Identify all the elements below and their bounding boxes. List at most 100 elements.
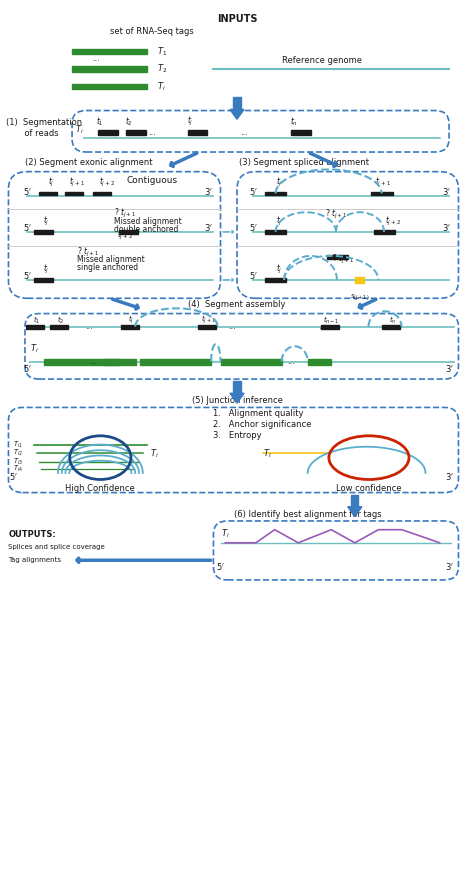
Polygon shape — [234, 381, 240, 393]
Text: $3'$: $3'$ — [204, 186, 213, 197]
Bar — [72, 49, 147, 54]
Bar — [371, 192, 392, 195]
Text: single anchored: single anchored — [77, 263, 138, 272]
Text: $t_j$: $t_j$ — [276, 263, 283, 276]
Text: ...: ... — [228, 322, 236, 331]
Text: ...: ... — [240, 128, 248, 137]
Text: ...: ... — [85, 322, 92, 331]
Text: $t_1$: $t_1$ — [33, 314, 40, 326]
Text: Tag alignments: Tag alignments — [9, 557, 62, 563]
Text: Low confidence: Low confidence — [336, 484, 401, 492]
Bar — [72, 84, 147, 89]
Text: ...: ... — [91, 53, 100, 63]
Text: $3'$: $3'$ — [204, 222, 213, 233]
Text: $T_{i4}$: $T_{i4}$ — [13, 463, 23, 474]
Text: $3'$: $3'$ — [445, 562, 454, 572]
Bar — [198, 325, 216, 328]
Text: $t_{n-1}$: $t_{n-1}$ — [323, 314, 339, 326]
Text: ...: ... — [148, 128, 156, 137]
Text: Reference genome: Reference genome — [282, 56, 362, 65]
Bar — [50, 325, 68, 328]
Polygon shape — [348, 507, 362, 517]
Text: (1)  Segmentation
       of reads: (1) Segmentation of reads — [6, 118, 82, 138]
Text: High Confidence: High Confidence — [65, 484, 135, 492]
Text: $T_i$: $T_i$ — [220, 528, 229, 540]
Bar — [265, 230, 286, 234]
Text: ? $t_{j+1}$: ? $t_{j+1}$ — [77, 246, 99, 259]
Bar — [327, 255, 348, 258]
Text: $5'$: $5'$ — [249, 222, 258, 233]
Text: 1.   Alignment quality: 1. Alignment quality — [213, 409, 304, 419]
Bar — [374, 230, 395, 234]
Text: $3'$: $3'$ — [445, 471, 454, 482]
Bar — [93, 192, 111, 195]
Text: $t_n$: $t_n$ — [389, 314, 396, 326]
Text: $t_{j+2}$: $t_{j+2}$ — [384, 215, 401, 229]
Text: $T_i$: $T_i$ — [150, 447, 158, 460]
Text: $3'$: $3'$ — [442, 222, 451, 233]
Text: $5'$: $5'$ — [23, 222, 32, 233]
Bar — [35, 278, 53, 282]
Text: $t_{j+2}$: $t_{j+2}$ — [100, 176, 115, 189]
Bar — [355, 277, 364, 283]
Polygon shape — [234, 97, 240, 110]
Polygon shape — [351, 495, 358, 507]
Text: $5'$: $5'$ — [23, 270, 32, 281]
Text: INPUTS: INPUTS — [217, 15, 257, 25]
Text: $5'$: $5'$ — [216, 562, 225, 572]
Text: set of RNA-Seq tags: set of RNA-Seq tags — [110, 27, 194, 37]
Text: $t_j$: $t_j$ — [47, 176, 54, 189]
Bar — [35, 230, 53, 234]
Text: (3) Segment spliced alignment: (3) Segment spliced alignment — [239, 159, 369, 167]
Text: $t_n$: $t_n$ — [290, 116, 298, 128]
Bar — [103, 358, 136, 364]
Polygon shape — [230, 110, 244, 119]
Bar — [65, 192, 83, 195]
Bar — [188, 131, 207, 135]
Bar — [265, 192, 286, 195]
Bar — [119, 230, 138, 234]
Text: Splices and splice coverage: Splices and splice coverage — [9, 544, 105, 550]
Text: (6) Identify best alignment for tags: (6) Identify best alignment for tags — [234, 510, 382, 519]
Text: $T_{i3}$: $T_{i3}$ — [13, 457, 23, 467]
Text: $t_j$: $t_j$ — [187, 115, 193, 128]
Text: $5'$: $5'$ — [23, 363, 32, 374]
Bar — [382, 325, 400, 328]
Text: $t_{j+1}$: $t_{j+1}$ — [375, 176, 391, 189]
Bar — [140, 358, 211, 364]
Text: ? $t_{j+1}$: ? $t_{j+1}$ — [332, 252, 354, 265]
Bar — [44, 358, 119, 364]
Text: $T_i$: $T_i$ — [30, 343, 39, 355]
Bar — [39, 192, 57, 195]
Text: $5'$: $5'$ — [9, 471, 18, 482]
Text: Missed alignment: Missed alignment — [115, 217, 182, 226]
Text: $t_{j+1}$: $t_{j+1}$ — [201, 314, 216, 327]
Text: $s_{(j+1)}$: $s_{(j+1)}$ — [350, 292, 369, 301]
Text: $t_2$: $t_2$ — [56, 314, 64, 326]
Text: (5) Junction inference: (5) Junction inference — [191, 396, 283, 406]
Text: $t_{j+2}$: $t_{j+2}$ — [117, 229, 133, 242]
Bar — [321, 325, 339, 328]
Text: $T_1$: $T_1$ — [157, 46, 167, 58]
Text: ...: ... — [287, 357, 295, 366]
Text: $t_j$: $t_j$ — [276, 215, 283, 229]
Bar — [220, 358, 282, 364]
Text: $t_j$: $t_j$ — [128, 314, 134, 327]
Text: 3.   Entropy: 3. Entropy — [213, 431, 262, 441]
Bar — [308, 358, 331, 364]
Bar — [291, 131, 311, 135]
Text: $t_1$: $t_1$ — [96, 116, 104, 128]
Bar — [120, 325, 138, 328]
Text: 2.   Anchor significance: 2. Anchor significance — [213, 420, 312, 429]
Text: $t_j$: $t_j$ — [43, 263, 49, 276]
Text: Missed alignment: Missed alignment — [77, 256, 145, 265]
Text: ...: ... — [318, 322, 326, 331]
Bar — [126, 131, 146, 135]
Text: $t_2$: $t_2$ — [125, 116, 133, 128]
Text: $t_j$: $t_j$ — [43, 215, 49, 229]
Text: $T_2$: $T_2$ — [157, 63, 167, 75]
Text: $5'$: $5'$ — [249, 186, 258, 197]
Bar — [98, 131, 118, 135]
Text: double anchored: double anchored — [115, 225, 179, 234]
Text: $T_i$: $T_i$ — [263, 447, 272, 460]
